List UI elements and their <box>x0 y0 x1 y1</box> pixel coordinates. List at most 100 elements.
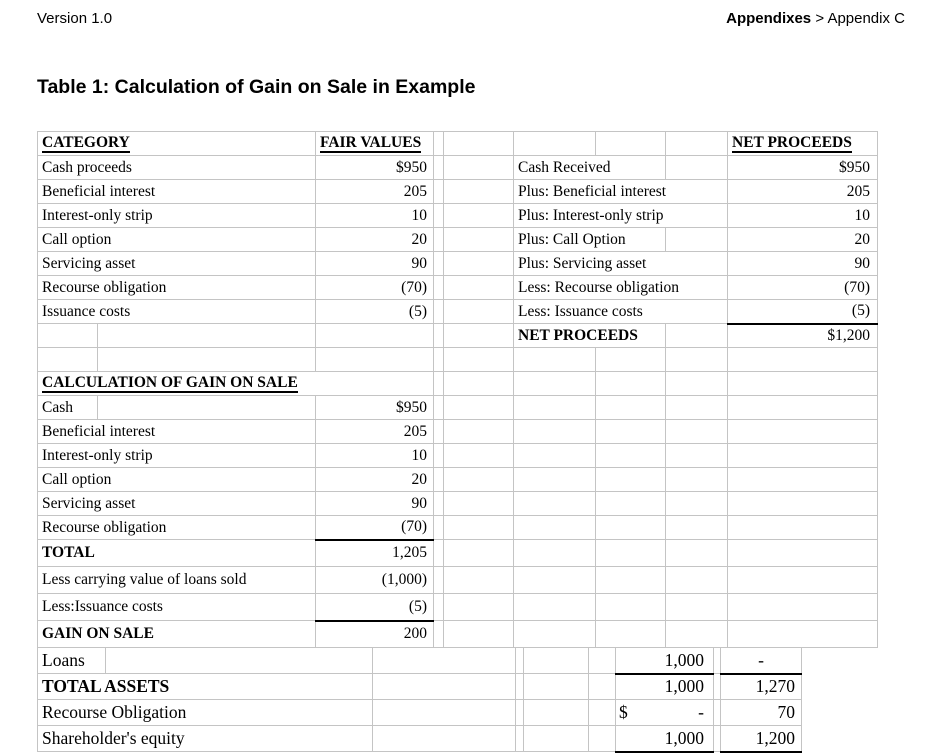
currency-symbol: $ <box>619 702 628 722</box>
row-value: 1,000 <box>615 647 714 675</box>
grid-cell <box>433 593 444 621</box>
row-label: Call option <box>37 467 316 492</box>
grid-cell <box>433 251 444 276</box>
grid-cell <box>515 647 524 674</box>
table-row: Beneficial interest 205 <box>37 419 878 444</box>
total-assets-label: TOTAL ASSETS <box>37 673 373 700</box>
grid-cell <box>433 443 444 468</box>
grid-cell <box>595 620 666 648</box>
grid-cell <box>665 155 728 180</box>
grid-cell <box>513 566 596 594</box>
row-value: - <box>720 647 802 675</box>
grid-cell <box>315 347 434 372</box>
net-proceeds-total-label: NET PROCEEDS <box>513 323 666 348</box>
row-value: (70) <box>727 275 878 300</box>
row-value: 1,000 <box>615 673 714 700</box>
grid-cell <box>665 593 728 621</box>
grid-cell <box>727 395 878 420</box>
grid-cell <box>443 371 514 396</box>
grid-cell <box>523 673 589 700</box>
row-value: 20 <box>315 227 434 252</box>
grid-cell <box>665 227 728 252</box>
row-label: Loans <box>37 647 106 674</box>
total-label: TOTAL <box>37 539 316 567</box>
grid-cell <box>433 347 444 372</box>
grid-cell <box>443 179 514 204</box>
grid-cell <box>433 203 444 228</box>
row-value: (70) <box>315 515 434 541</box>
grid-cell <box>513 419 596 444</box>
row-label: Plus: Beneficial interest <box>513 179 728 204</box>
grid-cell <box>595 467 666 492</box>
grid-cell <box>727 539 878 567</box>
grid-cell <box>513 491 596 516</box>
grid-cell <box>433 419 444 444</box>
grid-cell <box>595 419 666 444</box>
grid-cell <box>443 227 514 252</box>
breadcrumb-section: Appendixes <box>726 10 812 27</box>
grid-cell <box>665 566 728 594</box>
table-row: Servicing asset 90 Plus: Servicing asset… <box>37 251 878 276</box>
grid-cell <box>727 593 878 621</box>
grid-cell <box>433 566 444 594</box>
row-value: $950 <box>727 155 878 180</box>
gain-section-heading: CALCULATION OF GAIN ON SALE <box>42 374 298 394</box>
grid-cell <box>443 620 514 648</box>
grid-cell <box>433 155 444 180</box>
grid-cell <box>595 131 666 156</box>
row-label: Servicing asset <box>37 491 316 516</box>
row-value-text: - <box>698 702 704 722</box>
grid-cell <box>443 347 514 372</box>
grid-cell <box>727 467 878 492</box>
row-value: 70 <box>720 699 802 726</box>
grid-cell <box>372 647 516 674</box>
breadcrumb: Appendixes > Appendix C <box>726 10 905 27</box>
grid-cell <box>433 227 444 252</box>
grid-cell <box>595 491 666 516</box>
grid-cell <box>588 647 616 674</box>
grid-cell <box>513 515 596 540</box>
table-row: Beneficial interest 205 Plus: Beneficial… <box>37 179 878 204</box>
grid-cell <box>372 725 516 752</box>
gain-on-sale-label: GAIN ON SALE <box>37 620 316 648</box>
row-label: Less:Issuance costs <box>37 593 316 621</box>
table-row: Recourse obligation (70) <box>37 515 878 541</box>
table-row: Less carrying value of loans sold (1,000… <box>37 566 878 594</box>
table-row: Interest-only strip 10 <box>37 443 878 468</box>
grid-cell <box>665 443 728 468</box>
grid-cell <box>513 131 596 156</box>
version-label: Version 1.0 <box>37 10 113 27</box>
grid-cell <box>433 299 444 324</box>
grid-cell <box>372 673 516 700</box>
grid-cell <box>515 673 524 700</box>
grid-cell <box>513 620 596 648</box>
grid-cell <box>97 395 316 420</box>
grid-cell <box>727 371 878 396</box>
grid-cell <box>513 467 596 492</box>
grid-cell <box>372 699 516 726</box>
grid-cell <box>433 491 444 516</box>
grid-cell <box>595 443 666 468</box>
total-row: TOTAL 1,205 <box>37 539 878 567</box>
grid-cell <box>443 467 514 492</box>
grid-cell <box>443 419 514 444</box>
grid-cell <box>443 251 514 276</box>
row-value: 90 <box>727 251 878 276</box>
grid-cell <box>433 131 444 156</box>
net-proceeds-total-value: $1,200 <box>727 323 878 348</box>
grid-cell <box>727 347 878 372</box>
grid-cell <box>595 566 666 594</box>
grid-cell <box>665 515 728 540</box>
grid-cell <box>665 467 728 492</box>
row-value: 205 <box>727 179 878 204</box>
row-label: Less: Recourse obligation <box>513 275 728 300</box>
gain-section-heading-cell: CALCULATION OF GAIN ON SALE <box>37 371 434 396</box>
table-row: Issuance costs (5) Less: Issuance costs … <box>37 299 878 325</box>
grid-cell <box>433 179 444 204</box>
grid-cell <box>433 323 444 348</box>
grid-cell <box>513 539 596 567</box>
grid-cell <box>523 699 589 726</box>
grid-cell <box>443 131 514 156</box>
row-label: Plus: Interest-only strip <box>513 203 728 228</box>
